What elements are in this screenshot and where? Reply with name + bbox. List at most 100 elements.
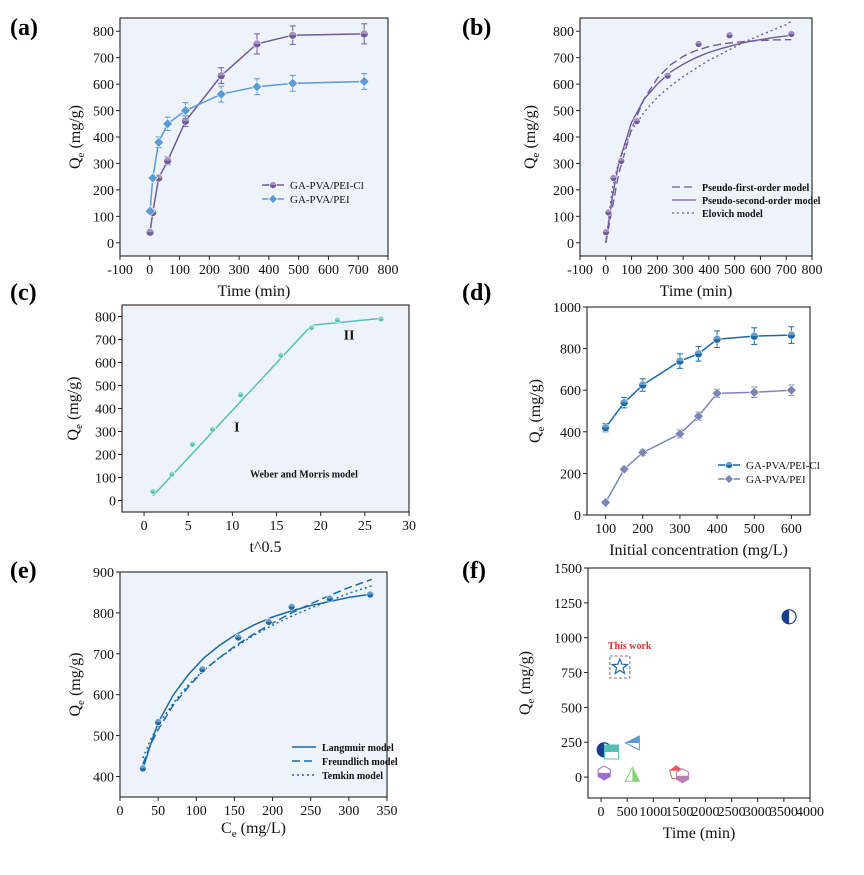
plot-frame — [119, 571, 388, 798]
ref-marker-fill — [604, 745, 619, 752]
x-tick-label: -100 — [567, 263, 593, 278]
x-tick-label: 4000 — [796, 805, 824, 820]
data-point — [663, 71, 672, 80]
data-point-highlight — [326, 595, 334, 599]
model-curve — [605, 38, 792, 243]
data-point-highlight — [168, 471, 175, 475]
data-point — [602, 228, 610, 236]
x-axis-label-unit: (mg/L) — [237, 820, 286, 837]
panel-label: (b) — [462, 15, 491, 41]
y-axis-label-main: Q — [517, 703, 534, 715]
data-point — [153, 136, 165, 148]
data-point-highlight — [288, 603, 296, 607]
model-curve — [142, 578, 372, 765]
x-tick-label: 3500 — [770, 805, 798, 820]
data-point — [609, 174, 618, 182]
fit-line — [311, 317, 382, 326]
data-point-highlight — [750, 332, 759, 337]
y-tick-label: 800 — [93, 607, 114, 622]
data-point-highlight — [334, 316, 341, 320]
y-tick-label: 700 — [93, 52, 114, 67]
data-point — [145, 227, 155, 237]
legend-entry: Langmuir model — [322, 743, 394, 754]
plot-background — [580, 18, 812, 256]
y-tick-label: 100 — [93, 210, 114, 225]
model-curve — [605, 20, 792, 243]
data-point-highlight — [234, 633, 242, 638]
x-tick-label: 700 — [776, 263, 797, 278]
y-tick-label: 400 — [95, 403, 116, 418]
ref-marker-fill — [625, 735, 640, 743]
y-tick-label: 200 — [93, 184, 114, 199]
y-tick-label: 600 — [560, 384, 581, 399]
ref-marker-fill — [598, 772, 611, 780]
data-point-highlight — [277, 352, 284, 356]
data-point-highlight — [695, 40, 703, 44]
y-tick-label: 600 — [93, 689, 114, 704]
x-tick-label: 100 — [621, 263, 642, 278]
y-tick-label: 300 — [93, 157, 114, 172]
plot-background — [120, 18, 388, 256]
data-point — [277, 351, 285, 359]
series-line — [604, 389, 792, 503]
x-axis-label: Time (min) — [660, 283, 733, 300]
data-point — [748, 386, 760, 398]
ref-marker-fill — [597, 742, 605, 757]
y-axis-label-unit: (mg/g) — [65, 377, 82, 425]
model-name: Weber and Morris model — [250, 470, 358, 481]
y-axis-label: Qe (mg/g) — [67, 105, 87, 169]
data-point — [358, 76, 370, 87]
legend-marker — [268, 194, 278, 204]
data-point — [725, 31, 734, 39]
y-tick-label: 600 — [95, 357, 116, 372]
x-tick-label: 0 — [117, 804, 124, 819]
y-tick-label: 400 — [560, 426, 581, 441]
y-tick-label: 900 — [93, 566, 114, 581]
data-point-highlight — [664, 72, 672, 76]
y-axis-label: Qe (mg/g) — [522, 105, 542, 169]
x-tick-label: 200 — [647, 263, 668, 278]
y-tick-label: 800 — [553, 25, 574, 40]
data-point — [675, 356, 685, 366]
data-point — [638, 380, 648, 390]
y-tick-label: 200 — [553, 184, 574, 199]
x-tick-label: 25 — [358, 519, 372, 534]
y-tick-label: 400 — [93, 131, 114, 146]
x-axis-label: Time (min) — [218, 283, 291, 300]
data-point — [359, 29, 369, 39]
y-tick-label: 200 — [560, 467, 581, 482]
data-point-highlight — [139, 764, 147, 769]
data-point — [216, 71, 226, 80]
data-point — [637, 447, 649, 459]
x-tick-label: 600 — [750, 263, 771, 278]
x-tick-label: 500 — [288, 263, 309, 278]
data-point-highlight — [360, 29, 369, 34]
data-point — [147, 172, 159, 184]
x-tick-label: 0 — [598, 805, 605, 820]
x-tick-label: 300 — [338, 804, 359, 819]
x-tick-label: 5 — [185, 519, 192, 534]
data-point-highlight — [189, 441, 196, 445]
data-point — [149, 487, 157, 495]
x-tick-label: 200 — [632, 522, 653, 537]
legend-marker — [724, 474, 734, 484]
data-point-highlight — [209, 426, 216, 430]
x-tick-label: 600 — [781, 522, 802, 537]
x-axis-label: Time (min) — [663, 825, 736, 842]
data-point — [144, 205, 156, 217]
legend-marker — [725, 461, 733, 469]
y-tick-label: 800 — [560, 343, 581, 358]
model-curve — [605, 34, 792, 243]
data-point-highlight — [604, 208, 612, 213]
y-tick-label: 300 — [95, 426, 116, 441]
data-point — [694, 40, 703, 48]
y-tick-label: 500 — [93, 730, 114, 745]
y-axis-label-main: Q — [65, 429, 82, 441]
legend-entry: GA-PVA/PEI-Cl — [746, 460, 820, 472]
y-axis-label: Qe (mg/g) — [67, 653, 87, 717]
legend-entry: Elovich model — [702, 209, 763, 220]
data-point — [264, 618, 273, 626]
panel-label: (c) — [10, 280, 37, 306]
x-tick-label: 1000 — [639, 805, 667, 820]
plot-frame — [587, 567, 811, 799]
